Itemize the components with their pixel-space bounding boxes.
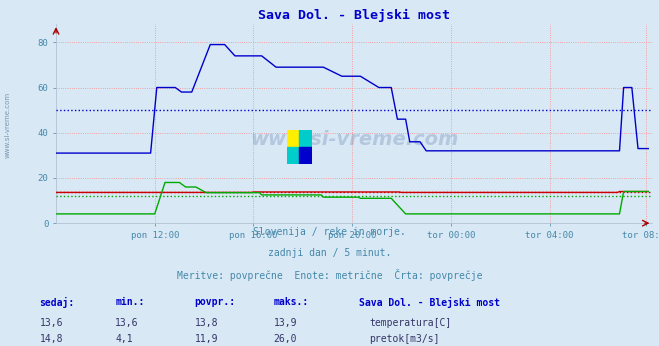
Text: 13,6: 13,6 xyxy=(40,318,63,328)
Text: min.:: min.: xyxy=(115,297,145,307)
Text: Slovenija / reke in morje.: Slovenija / reke in morje. xyxy=(253,227,406,237)
Text: 14,8: 14,8 xyxy=(40,334,63,344)
Text: 4,1: 4,1 xyxy=(115,334,133,344)
Text: 13,8: 13,8 xyxy=(194,318,218,328)
Text: 13,6: 13,6 xyxy=(115,318,139,328)
Text: pretok[m3/s]: pretok[m3/s] xyxy=(369,334,440,344)
Text: www.si-vreme.com: www.si-vreme.com xyxy=(5,91,11,158)
Text: maks.:: maks.: xyxy=(273,297,308,307)
Title: Sava Dol. - Blejski most: Sava Dol. - Blejski most xyxy=(258,9,450,22)
Text: Sava Dol. - Blejski most: Sava Dol. - Blejski most xyxy=(359,297,500,308)
Text: zadnji dan / 5 minut.: zadnji dan / 5 minut. xyxy=(268,248,391,258)
Text: povpr.:: povpr.: xyxy=(194,297,235,307)
Text: www.si-vreme.com: www.si-vreme.com xyxy=(250,130,459,149)
Bar xyxy=(287,130,299,147)
Bar xyxy=(299,147,312,164)
Text: sedaj:: sedaj: xyxy=(40,297,74,308)
Text: 11,9: 11,9 xyxy=(194,334,218,344)
Bar xyxy=(287,147,299,164)
Bar xyxy=(299,130,312,147)
Text: Meritve: povprečne  Enote: metrične  Črta: povprečje: Meritve: povprečne Enote: metrične Črta:… xyxy=(177,268,482,281)
Text: 13,9: 13,9 xyxy=(273,318,297,328)
Text: temperatura[C]: temperatura[C] xyxy=(369,318,451,328)
Text: 26,0: 26,0 xyxy=(273,334,297,344)
